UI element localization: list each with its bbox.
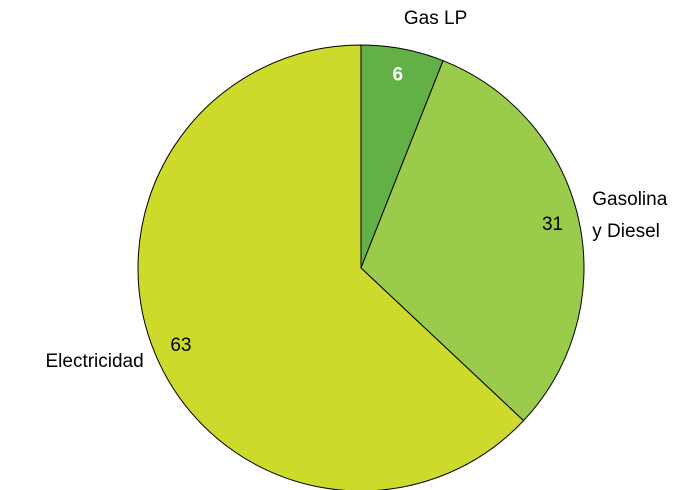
category-label: Gasolina y Diesel bbox=[592, 189, 668, 243]
value-label: 6 bbox=[392, 64, 403, 85]
pie-slice bbox=[360, 60, 585, 422]
category-label: Electricidad bbox=[45, 351, 144, 373]
category-label: Gas LP bbox=[403, 8, 468, 30]
value-label: 31 bbox=[542, 214, 563, 235]
pie-slice bbox=[137, 44, 525, 490]
value-label: 63 bbox=[170, 335, 191, 356]
